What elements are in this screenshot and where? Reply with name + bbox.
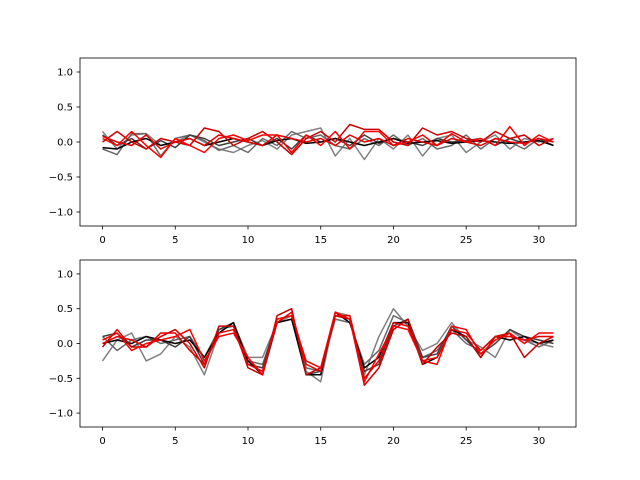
top-chart: 0 5 10 15 20 25 30 −1.0 −0.5 0.0 0.5 1.0 xyxy=(49,57,577,246)
y-tick-label: 0.0 xyxy=(57,339,73,350)
y-tick-label: 1.0 xyxy=(57,68,73,79)
x-tick-label: 20 xyxy=(387,436,400,447)
plot-area xyxy=(101,307,554,386)
x-tick-label: 20 xyxy=(387,235,400,246)
x-tick-label: 10 xyxy=(242,436,255,447)
y-tick-label: 0.5 xyxy=(57,103,73,114)
series-line-7 xyxy=(102,311,554,380)
y-tick-label: 0.0 xyxy=(57,138,73,149)
x-tick-label: 30 xyxy=(533,235,546,246)
bottom-chart: 0 5 10 15 20 25 30 −1.0 −0.5 0.0 0.5 1.0 xyxy=(49,259,577,447)
x-tick-label: 25 xyxy=(460,235,473,246)
x-tick-label: 15 xyxy=(314,436,327,447)
y-tick-label: −1.0 xyxy=(49,208,73,219)
y-tick-label: −1.0 xyxy=(49,409,73,420)
x-tick-label: 25 xyxy=(460,436,473,447)
series-line-5 xyxy=(102,123,554,156)
series-line-6 xyxy=(102,125,554,159)
y-tick-label: −0.5 xyxy=(49,374,73,385)
series-line-7 xyxy=(102,134,554,150)
y-tick-label: 0.5 xyxy=(57,304,73,315)
x-tick-label: 0 xyxy=(99,436,105,447)
y-tick-label: −0.5 xyxy=(49,173,73,184)
x-tick-label: 5 xyxy=(172,235,178,246)
y-tick-label: 1.0 xyxy=(57,269,73,280)
x-tick-label: 0 xyxy=(99,235,105,246)
x-tick-label: 15 xyxy=(314,235,327,246)
x-tick-label: 10 xyxy=(242,235,255,246)
plot-area xyxy=(101,123,554,161)
x-tick-label: 30 xyxy=(533,436,546,447)
x-tick-label: 5 xyxy=(172,436,178,447)
